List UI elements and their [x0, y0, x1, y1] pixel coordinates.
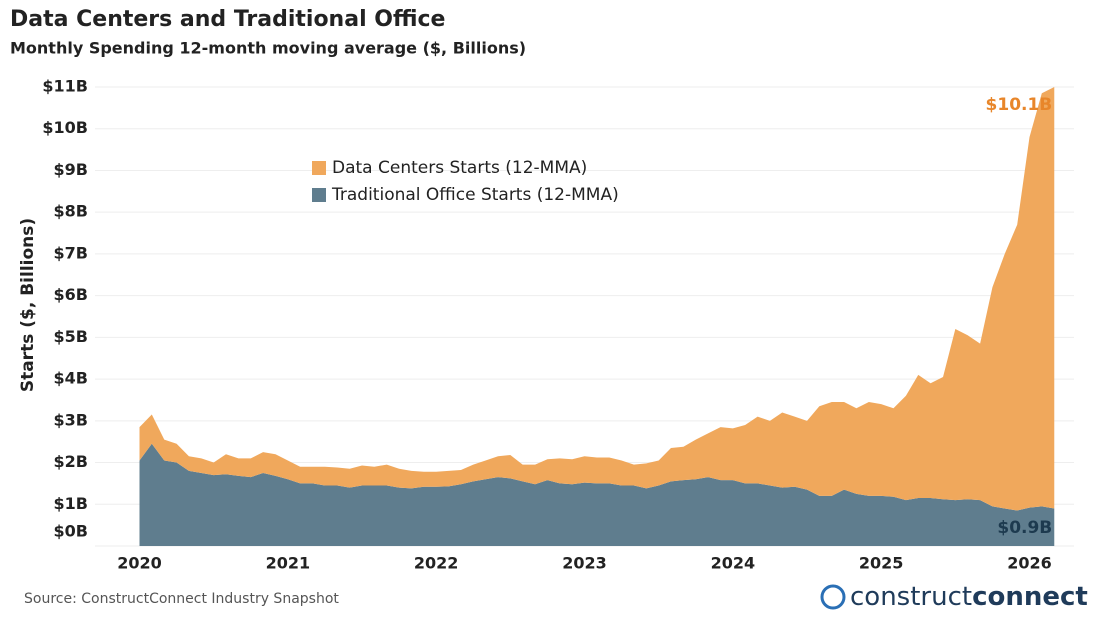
y-tick-label: $6B — [54, 285, 88, 304]
y-tick-label: $10B — [42, 118, 88, 137]
y-tick-label: $3B — [54, 410, 88, 429]
logo-part: construct — [850, 582, 972, 612]
logo-icon — [820, 584, 846, 610]
x-tick-label: 2021 — [266, 554, 311, 573]
y-axis-label: Starts ($, Billions) — [18, 218, 38, 392]
y-tick-label: $7B — [54, 243, 88, 262]
x-tick-label: 2025 — [859, 554, 904, 573]
legend-swatch — [312, 188, 326, 202]
logo: constructconnect — [820, 582, 1088, 612]
chart-title: Data Centers and Traditional Office — [10, 7, 445, 32]
area — [139, 87, 1055, 511]
y-tick-label: $0B — [54, 522, 88, 541]
legend-label: Traditional Office Starts (12-MMA) — [331, 185, 619, 205]
value-label: $0.9B — [997, 518, 1052, 538]
logo-text: constructconnect — [850, 582, 1088, 612]
y-tick-label: $9B — [54, 160, 88, 179]
value-label: $10.1B — [986, 95, 1053, 115]
y-tick-label: $2B — [54, 452, 88, 471]
legend-label: Data Centers Starts (12-MMA) — [332, 158, 587, 178]
x-tick-label: 2026 — [1007, 554, 1052, 573]
legend-swatch — [312, 161, 326, 175]
logo-part: connect — [972, 582, 1088, 612]
source-note: Source: ConstructConnect Industry Snapsh… — [24, 591, 339, 607]
y-tick-label: $11B — [42, 77, 88, 96]
y-tick-label: $4B — [54, 369, 88, 388]
x-tick-label: 2022 — [414, 554, 459, 573]
y-tick-label: $1B — [54, 494, 88, 513]
area — [139, 443, 1055, 546]
x-tick-label: 2024 — [711, 554, 756, 573]
chart-subtitle: Monthly Spending 12-month moving average… — [10, 39, 526, 58]
x-tick-label: 2020 — [117, 554, 162, 573]
x-tick-label: 2023 — [562, 554, 607, 573]
y-tick-label: $5B — [54, 327, 88, 346]
y-tick-label: $8B — [54, 202, 88, 221]
